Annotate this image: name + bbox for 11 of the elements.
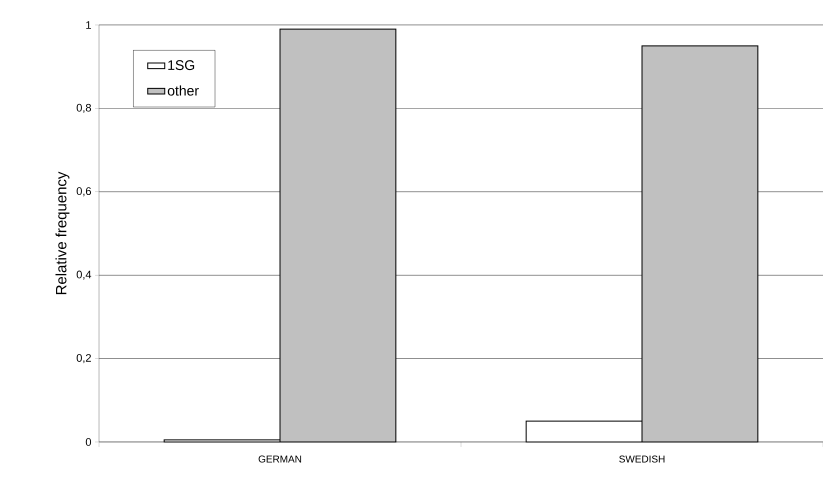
y-axis-title: Relative frequency — [55, 172, 70, 294]
y-tick-label: 0 — [86, 438, 92, 446]
y-tick-label: 0,6 — [76, 187, 92, 196]
legend-label: 1SG — [168, 60, 194, 70]
y-tick-label: 0,2 — [76, 354, 91, 364]
x-tick-label: SWEDISH — [619, 456, 664, 463]
x-tick-label: GERMAN — [258, 456, 302, 463]
legend-label: other — [168, 85, 199, 96]
y-tick-label: 0,8 — [76, 104, 92, 113]
y-tick-label: 1 — [86, 21, 91, 29]
y-tick-label: 0,4 — [76, 270, 92, 280]
